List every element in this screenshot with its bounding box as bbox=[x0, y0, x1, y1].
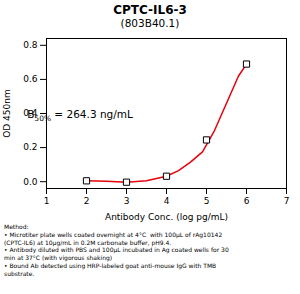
svg-text:6: 6 bbox=[244, 196, 250, 206]
svg-text:5: 5 bbox=[204, 196, 210, 206]
html-text:Method: • Microtiter plate wel: Method: • Microtiter plate wells coated … bbox=[4, 223, 229, 277]
svg-text:OD 450nm: OD 450nm bbox=[2, 89, 12, 138]
svg-text:2: 2 bbox=[84, 196, 90, 206]
svg-text:Antibody Conc. (log pg/mL): Antibody Conc. (log pg/mL) bbox=[105, 212, 228, 222]
svg-text:7: 7 bbox=[284, 196, 290, 206]
html-text:CPTC-IL6-3: CPTC-IL6-3 bbox=[113, 3, 187, 17]
svg-text:3: 3 bbox=[124, 196, 130, 206]
svg-text:1: 1 bbox=[44, 196, 50, 206]
svg-text:4: 4 bbox=[164, 196, 170, 206]
html-text:(803B40.1): (803B40.1) bbox=[120, 17, 180, 29]
svg-text:0.2: 0.2 bbox=[23, 142, 37, 152]
svg-text:0.8: 0.8 bbox=[23, 40, 38, 50]
svg-text:0.0: 0.0 bbox=[23, 177, 38, 187]
svg-text:0.6: 0.6 bbox=[23, 74, 38, 84]
svg-text:B50% = 264.3 ng/mL: B50% = 264.3 ng/mL bbox=[27, 108, 133, 123]
